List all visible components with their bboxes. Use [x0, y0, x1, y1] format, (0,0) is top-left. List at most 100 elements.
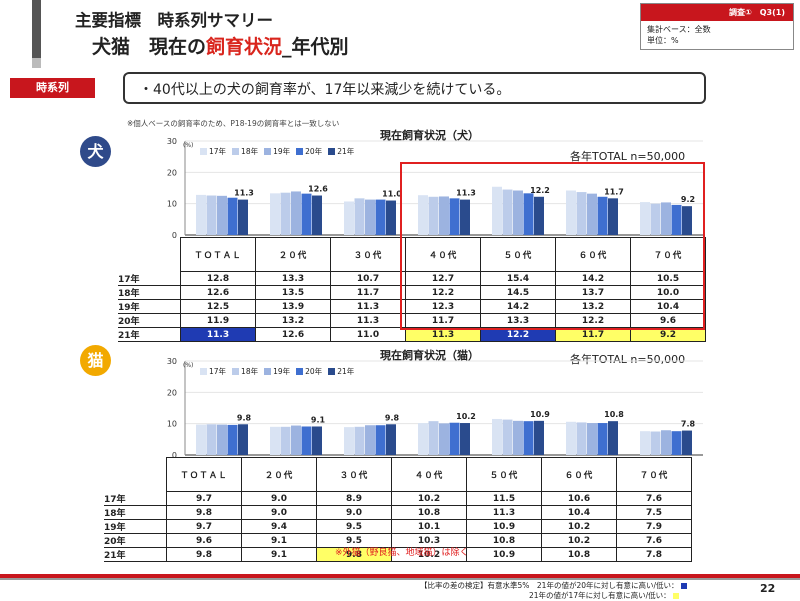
- survey-info-box: 調査① Q3(1) 集計ベース：全数 単位：%: [640, 3, 794, 50]
- data-label: 9.8: [385, 413, 400, 422]
- table-row-label: 18年: [104, 505, 167, 520]
- table-cell: 9.0: [241, 505, 317, 520]
- dog-data-table: ＴＯＴＡＬ ２０代 ３０代 ４０代 ５０代 ６０代 ７０代 17年 12.8 13.3 10.7 12…: [118, 237, 706, 342]
- table-column-header: ５０代: [466, 457, 542, 492]
- table-cell: 9.8: [166, 547, 242, 562]
- legend-swatch: [264, 148, 272, 155]
- legend-label: 18年: [241, 367, 259, 376]
- bar: [449, 198, 460, 235]
- table-cell: 7.8: [616, 547, 692, 562]
- table-header-row: ＴＯＴＡＬ ２０代 ３０代 ４０代 ５０代 ６０代 ７０代: [104, 457, 692, 492]
- data-label: 10.8: [604, 410, 624, 419]
- legend-label: 20年: [305, 147, 323, 156]
- bar: [227, 424, 238, 455]
- summary-box: ・40代以上の犬の飼育率が、17年以来減少を続けている。: [123, 72, 706, 104]
- table-cell: 10.2: [391, 491, 467, 506]
- legend-label: 17年: [209, 147, 227, 156]
- table-cell: 10.2: [541, 519, 617, 534]
- bar: [671, 204, 682, 235]
- data-label: 12.2: [530, 186, 550, 195]
- table-column-header: ４０代: [391, 457, 467, 492]
- bar: [502, 419, 513, 455]
- table-cell: 10.4: [541, 505, 617, 520]
- data-label: 7.8: [681, 420, 696, 429]
- legend-swatch: [328, 368, 336, 375]
- legend-label: 18年: [241, 147, 259, 156]
- bar: [597, 196, 608, 235]
- data-label: 12.6: [308, 185, 328, 194]
- bar: [523, 421, 534, 455]
- bar: [492, 418, 502, 455]
- table-row: 20年 11.9 13.2 11.3 11.7 13.3 12.2 9.6: [118, 313, 706, 328]
- table-cell: 8.9: [316, 491, 392, 506]
- highlight-frame: [400, 162, 705, 330]
- table-cell: 9.8: [166, 505, 242, 520]
- legend-label: 21年: [337, 147, 355, 156]
- legend-swatch: [232, 368, 240, 375]
- legend-item: 18年: [232, 366, 258, 377]
- table-cell: 11.3: [330, 313, 406, 328]
- table-cell: 9.5: [316, 519, 392, 534]
- legend-swatch: [232, 148, 240, 155]
- dog-sample-base: 各年TOTAL n=50,000: [570, 150, 686, 163]
- table-column-header: ＴＯＴＡＬ: [166, 457, 242, 492]
- y-tick-label: 10: [167, 420, 177, 429]
- bar: [661, 202, 671, 235]
- blue-marker-icon: [680, 583, 687, 589]
- bar: [270, 193, 280, 235]
- table-corner: [118, 238, 181, 272]
- table-cell: 13.5: [255, 285, 331, 300]
- table-row: 21年 11.3 12.6 11.0 11.3 12.2 11.7 9.2: [118, 327, 706, 342]
- bar: [597, 423, 608, 455]
- bar: [344, 201, 354, 235]
- bar: [428, 421, 439, 455]
- bar: [566, 190, 576, 235]
- bar: [513, 190, 523, 235]
- table-cell: 11.5: [466, 491, 542, 506]
- data-label: 10.9: [530, 410, 550, 419]
- bar: [386, 200, 396, 235]
- legend-swatch: [296, 368, 304, 375]
- table-row-label: 21年: [118, 327, 181, 342]
- table-column-header: ３０代: [330, 237, 406, 272]
- data-label: 9.1: [311, 415, 326, 424]
- table-row: 21年 9.8 9.1 9.8 10.2 10.9 10.8 7.8: [104, 547, 692, 562]
- table-cell: 10.6: [541, 491, 617, 506]
- table-cell: 9.8: [316, 547, 392, 562]
- cat-bar-chart: (%) 0 10 20 30 9.8 9.1 9.8 10.2 10.9 10.8 7.8: [167, 357, 703, 460]
- y-unit-label: (%): [183, 362, 193, 369]
- table-row-label: 21年: [104, 547, 167, 562]
- table-cell: 10.2: [541, 533, 617, 548]
- bar: [280, 426, 291, 455]
- bar: [428, 196, 439, 235]
- bar: [238, 199, 248, 235]
- table-cell: 10.8: [466, 533, 542, 548]
- data-label: 11.7: [604, 187, 624, 196]
- bar: [640, 202, 650, 235]
- survey-question-id: 調査① Q3(1): [641, 4, 793, 21]
- legend-item: 21年: [328, 366, 354, 377]
- dog-chart-legend: 17年 18年 19年 20年 21年: [200, 146, 354, 157]
- table-cell: 9.0: [316, 505, 392, 520]
- bar: [534, 420, 544, 455]
- significance-20y: 【比率の差の検定】有意水準5% 21年の値が20年に対し有意に高い/低い：: [420, 581, 679, 590]
- legend-label: 20年: [305, 367, 323, 376]
- y-unit-label: (%): [183, 142, 193, 149]
- cat-chart-legend: 17年 18年 19年 20年 21年: [200, 366, 354, 377]
- legend-label: 21年: [337, 367, 355, 376]
- bar: [196, 194, 206, 235]
- bar: [640, 431, 650, 455]
- bar: [513, 420, 523, 455]
- table-row-label: 19年: [118, 299, 181, 314]
- table-cell: 13.2: [255, 313, 331, 328]
- legend-label: 17年: [209, 367, 227, 376]
- table-cell: 11.7: [330, 285, 406, 300]
- legend-swatch: [200, 148, 207, 155]
- bar: [301, 193, 312, 235]
- significance-legend: 【比率の差の検定】有意水準5% 21年の値が20年に対し有意に高い/低い： 21…: [420, 581, 687, 601]
- table-cell: 11.7: [555, 327, 631, 342]
- table-cell: 10.9: [466, 519, 542, 534]
- subtitle-suffix: _年代別: [282, 36, 349, 58]
- y-tick-label: 30: [167, 137, 177, 146]
- legend-swatch: [264, 368, 272, 375]
